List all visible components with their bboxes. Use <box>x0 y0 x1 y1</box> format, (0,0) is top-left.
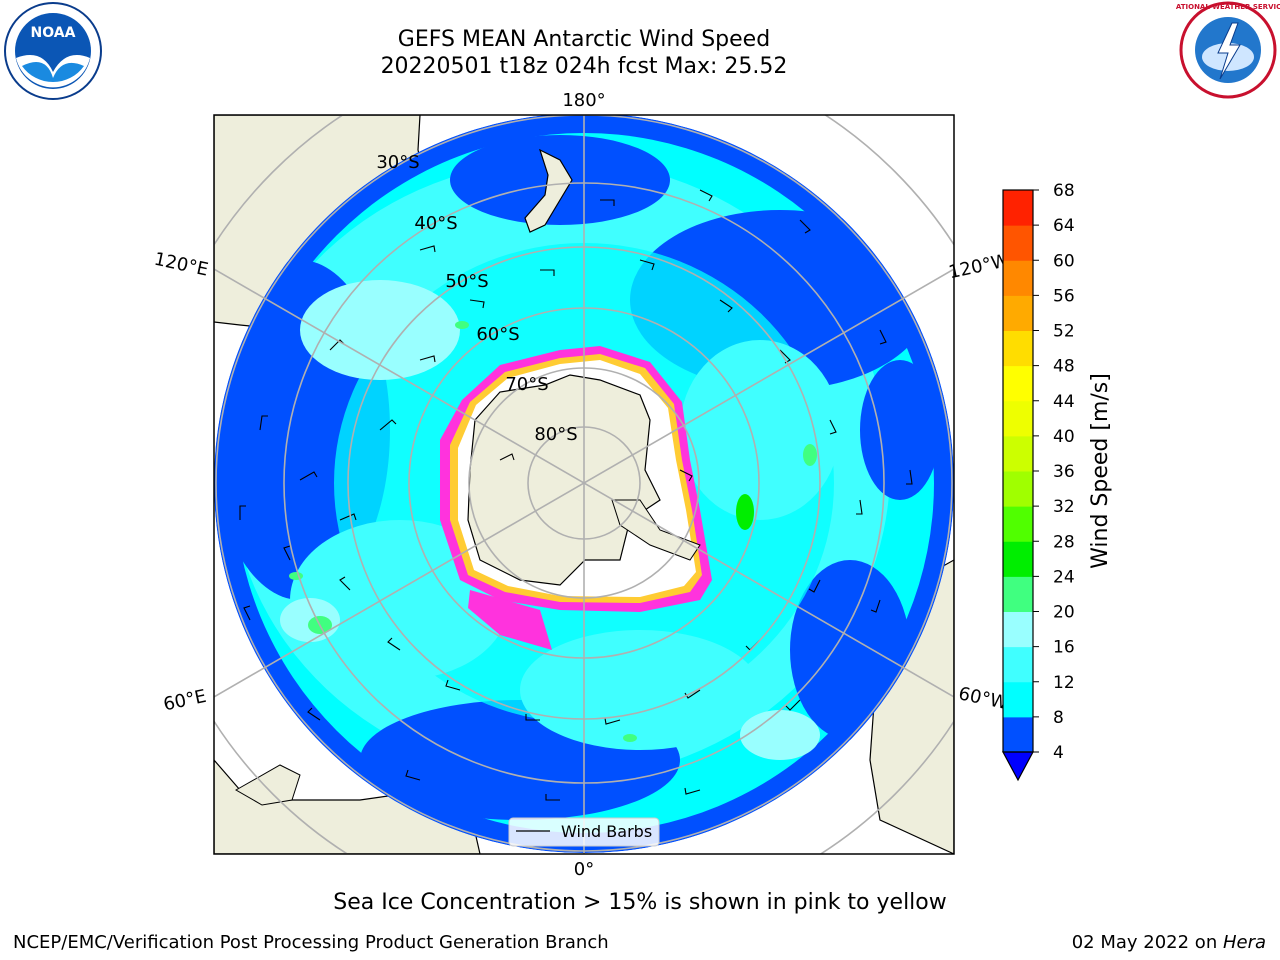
colorbar-block <box>1003 365 1033 402</box>
lat-label-30s: 30°S <box>376 152 419 173</box>
nws-logo: NATIONAL WEATHER SERVICE <box>1176 1 1280 99</box>
colorbar-tick-label: 24 <box>1053 567 1075 587</box>
colorbar-block <box>1003 646 1033 683</box>
lat-label-80s: 80°S <box>534 424 577 445</box>
colorbar-tick-label: 16 <box>1053 638 1075 658</box>
colorbar-block <box>1003 295 1033 331</box>
nws-logo-text: NATIONAL WEATHER SERVICE <box>1176 3 1280 11</box>
colorbar-block <box>1003 506 1033 542</box>
colorbar-tick-label: 56 <box>1053 286 1075 306</box>
colorbar-block <box>1003 190 1033 226</box>
map-frame <box>213 114 955 855</box>
colorbar-block <box>1003 611 1033 648</box>
colorbar-tick-label: 8 <box>1053 708 1064 728</box>
lon-label-0: 0° <box>574 859 594 880</box>
colorbar-block <box>1003 400 1033 437</box>
date-prefix: 02 May 2022 on <box>1071 932 1223 953</box>
noaa-logo-text: NOAA <box>31 25 76 41</box>
colorbar-tick-label: 20 <box>1053 603 1075 623</box>
colorbar-tick-label: 48 <box>1053 357 1075 377</box>
colorbar-block <box>1003 681 1033 718</box>
lat-label-60s: 60°S <box>476 324 519 345</box>
wind-barbs <box>239 189 913 801</box>
colorbar-tick-label: 12 <box>1053 673 1075 693</box>
colorbar-tick-label: 44 <box>1053 392 1075 412</box>
colorbar-tick-label: 32 <box>1053 497 1075 517</box>
lat-label-70s: 70°S <box>505 374 548 395</box>
map-subtitle: 20220501 t18z 024h fcst Max: 25.52 <box>380 54 788 79</box>
colorbar-tick-label: 68 <box>1053 181 1075 201</box>
colorbar-tick-label: 4 <box>1053 743 1064 763</box>
lon-label-60e: 60°E <box>162 686 209 716</box>
lon-label-180: 180° <box>562 90 605 111</box>
colorbar-extend-arrow <box>1001 751 1035 782</box>
lat-label-40s: 40°S <box>414 213 457 234</box>
lat-label-50s: 50°S <box>445 271 488 292</box>
colorbar-tick-label: 64 <box>1053 216 1075 236</box>
sea-ice-caption: Sea Ice Concentration > 15% is shown in … <box>333 890 947 915</box>
colorbar-block <box>1003 541 1033 577</box>
colorbar-block <box>1003 260 1033 296</box>
date-text: 02 May 2022 on Hera <box>1072 932 1266 953</box>
colorbar-tick-label: 52 <box>1053 322 1075 342</box>
noaa-logo: NOAA <box>4 2 102 100</box>
land-madagascar <box>234 764 301 806</box>
colorbar-label: Wind Speed [m/s] <box>1088 373 1113 569</box>
colorbar-block <box>1003 225 1033 261</box>
colorbar-block <box>1003 576 1033 612</box>
colorbar-block <box>1003 435 1033 472</box>
colorbar-tick-label: 40 <box>1053 427 1075 447</box>
colorbar-block <box>1003 330 1033 367</box>
colorbar-tick-label: 28 <box>1053 532 1075 552</box>
colorbar-tick-label: 36 <box>1053 462 1075 482</box>
colorbar-block <box>1003 471 1033 507</box>
credit-text: NCEP/EMC/Verification Post Processing Pr… <box>13 932 609 953</box>
wind-barbs-legend: Wind Barbs <box>508 817 660 847</box>
colorbar-tick-label: 60 <box>1053 251 1075 271</box>
legend-label: Wind Barbs <box>561 822 652 841</box>
date-host: Hera <box>1222 932 1266 953</box>
lon-label-120e: 120°E <box>152 249 210 281</box>
colorbar-block <box>1003 716 1033 753</box>
graticule <box>214 115 954 854</box>
map-title: GEFS MEAN Antarctic Wind Speed <box>397 27 771 52</box>
